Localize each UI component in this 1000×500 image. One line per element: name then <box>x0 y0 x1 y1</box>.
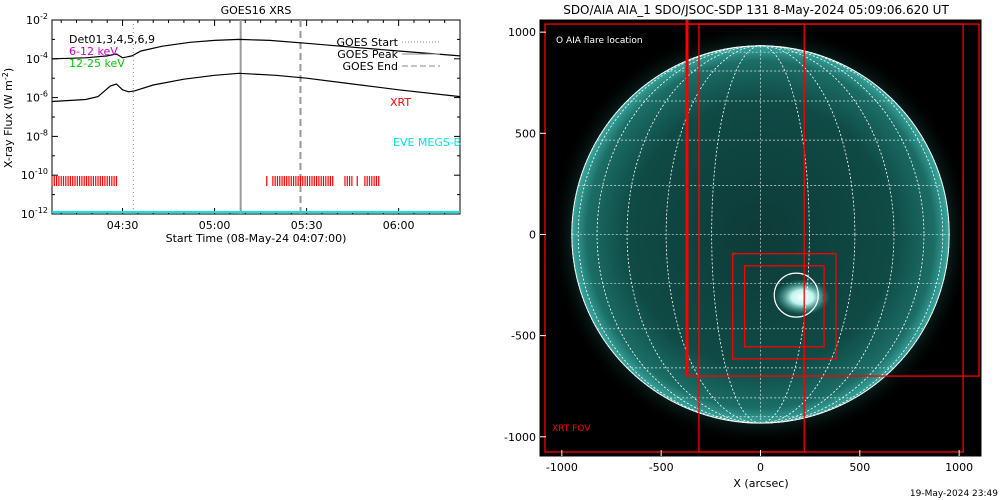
limb-outline <box>571 45 950 424</box>
img-xtick-label: -1000 <box>546 461 578 474</box>
longitude-line <box>665 45 856 424</box>
lc-ytick-label: 10-2 <box>26 12 48 27</box>
longitude-line <box>577 45 944 424</box>
goes-xrs-chart: GOES16 XRS 10-2 10-4 10-6 10-8 10-10 10-12 04… <box>1 4 461 245</box>
longitude-line <box>571 45 950 424</box>
longitude-line <box>577 45 944 424</box>
lc-legend-left-item: 6-12 keV <box>69 45 118 58</box>
lc-ytick-label: 10-8 <box>26 128 48 143</box>
longitude-line <box>571 45 950 424</box>
xrt-fov-box <box>686 23 980 377</box>
longitude-line <box>711 45 810 424</box>
flare-legend: O AIA flare location <box>556 36 643 46</box>
lc-title: GOES16 XRS <box>221 4 292 17</box>
img-xtick-label: 0 <box>757 461 764 474</box>
lc-ytick-label: 10-10 <box>21 167 48 182</box>
lc-ytick-label: 10-12 <box>21 206 48 221</box>
flare-region <box>774 279 831 316</box>
lc-legend-right-item: GOES Peak <box>337 48 398 61</box>
flux-line-long <box>51 38 461 60</box>
img-ytick-label: -500 <box>511 330 536 343</box>
lc-legend-right-item: GOES Start <box>337 36 399 49</box>
longitude-line <box>626 45 895 424</box>
lc-ylabel: X-ray Flux (W m-2) <box>1 68 15 168</box>
img-ytick-label: 1000 <box>508 26 536 39</box>
img-plot-frame <box>539 19 982 457</box>
lc-xtick-label: 06:00 <box>383 219 415 232</box>
img-ytick-label: 0 <box>529 228 536 241</box>
eve-annotation: EVE MEGS-B <box>393 136 461 149</box>
img-ytick-label: 500 <box>515 127 536 140</box>
lc-xtick-label: 05:00 <box>199 219 231 232</box>
footer-timestamp: 19-May-2024 23:49 <box>910 489 998 499</box>
longitude-line <box>596 45 925 424</box>
lc-ytick-label: 10-4 <box>26 51 48 66</box>
flux-line-short <box>51 72 461 103</box>
lc-xtick-label: 04:30 <box>107 219 139 232</box>
corona-glow <box>549 23 972 446</box>
xrt-fov-box <box>732 253 837 360</box>
img-title: SDO/AIA AIA_1 SDO/JSOC-SDP 131 8-May-202… <box>563 3 949 17</box>
xrt-fov-box <box>698 23 805 453</box>
img-xlabel: X (arcsec) <box>733 477 788 490</box>
img-xtick-label: -500 <box>649 461 674 474</box>
lc-legend-left-item: 12-25 keV <box>69 57 125 70</box>
lc-legend-right-item: GOES End <box>342 60 398 73</box>
lc-ytick-label: 10-6 <box>26 90 48 105</box>
longitude-line <box>665 45 856 424</box>
xrt-fov-label: XRT FOV <box>552 424 591 434</box>
longitude-line <box>626 45 895 424</box>
flare-location-circle <box>773 272 819 318</box>
longitude-line <box>596 45 925 424</box>
xrt-annotation: XRT <box>390 96 411 109</box>
img-ytick-label: -1000 <box>504 431 536 444</box>
longitude-line <box>711 45 810 424</box>
lc-legend-left-item: Det01,3,4,5,6,9 <box>69 33 155 46</box>
xrt-fov-box <box>544 23 964 453</box>
img-xtick-label: 500 <box>849 461 870 474</box>
xrt-fov-box <box>743 265 825 348</box>
lc-xtick-label: 05:30 <box>291 219 323 232</box>
img-xtick-label: 1000 <box>945 461 973 474</box>
solar-disk <box>571 45 950 424</box>
lc-xlabel: Start Time (08-May-24 04:07:00) <box>166 232 347 245</box>
